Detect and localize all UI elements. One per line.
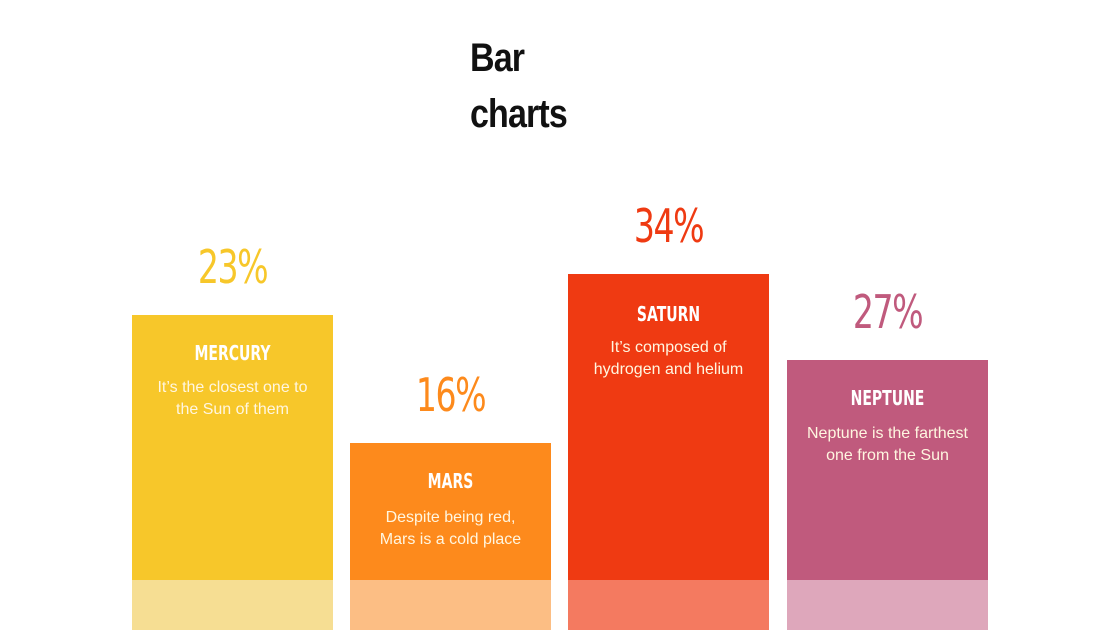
bar-desc-saturn: It’s composed of hydrogen and helium	[593, 339, 744, 378]
bar-desc-mars: Despite being red, Mars is a cold place	[379, 509, 522, 548]
bar-desc-mercury: It’s the closest one to the Sun of them	[157, 379, 308, 418]
bar-name-mercury: MERCURY	[194, 341, 271, 365]
value-label-saturn: 34%	[633, 199, 705, 253]
bar-name-neptune: NEPTUNE	[850, 386, 925, 410]
bar-desc-neptune: Neptune is the farthest one from the Sun	[807, 425, 968, 464]
bar-name-saturn: SATURN	[636, 302, 701, 326]
value-label-mercury: 23%	[197, 240, 269, 294]
bar-base-mercury	[132, 580, 333, 630]
bar-base-mars	[350, 580, 551, 630]
bar-neptune: NEPTUNE Neptune is the farthest one from…	[787, 360, 988, 630]
bar-mercury: MERCURY It’s the closest one to the Sun …	[132, 315, 333, 630]
bar-name-mars: MARS	[427, 469, 474, 493]
value-label-neptune: 27%	[852, 285, 924, 339]
bar-base-saturn	[568, 580, 769, 630]
bar-base-neptune	[787, 580, 988, 630]
page-title: Bar charts	[470, 36, 568, 136]
value-label-mars: 16%	[415, 368, 487, 422]
bar-saturn: SATURN It’s composed of hydrogen and hel…	[568, 274, 769, 630]
bar-mars: MARS Despite being red, Mars is a cold p…	[350, 443, 551, 630]
